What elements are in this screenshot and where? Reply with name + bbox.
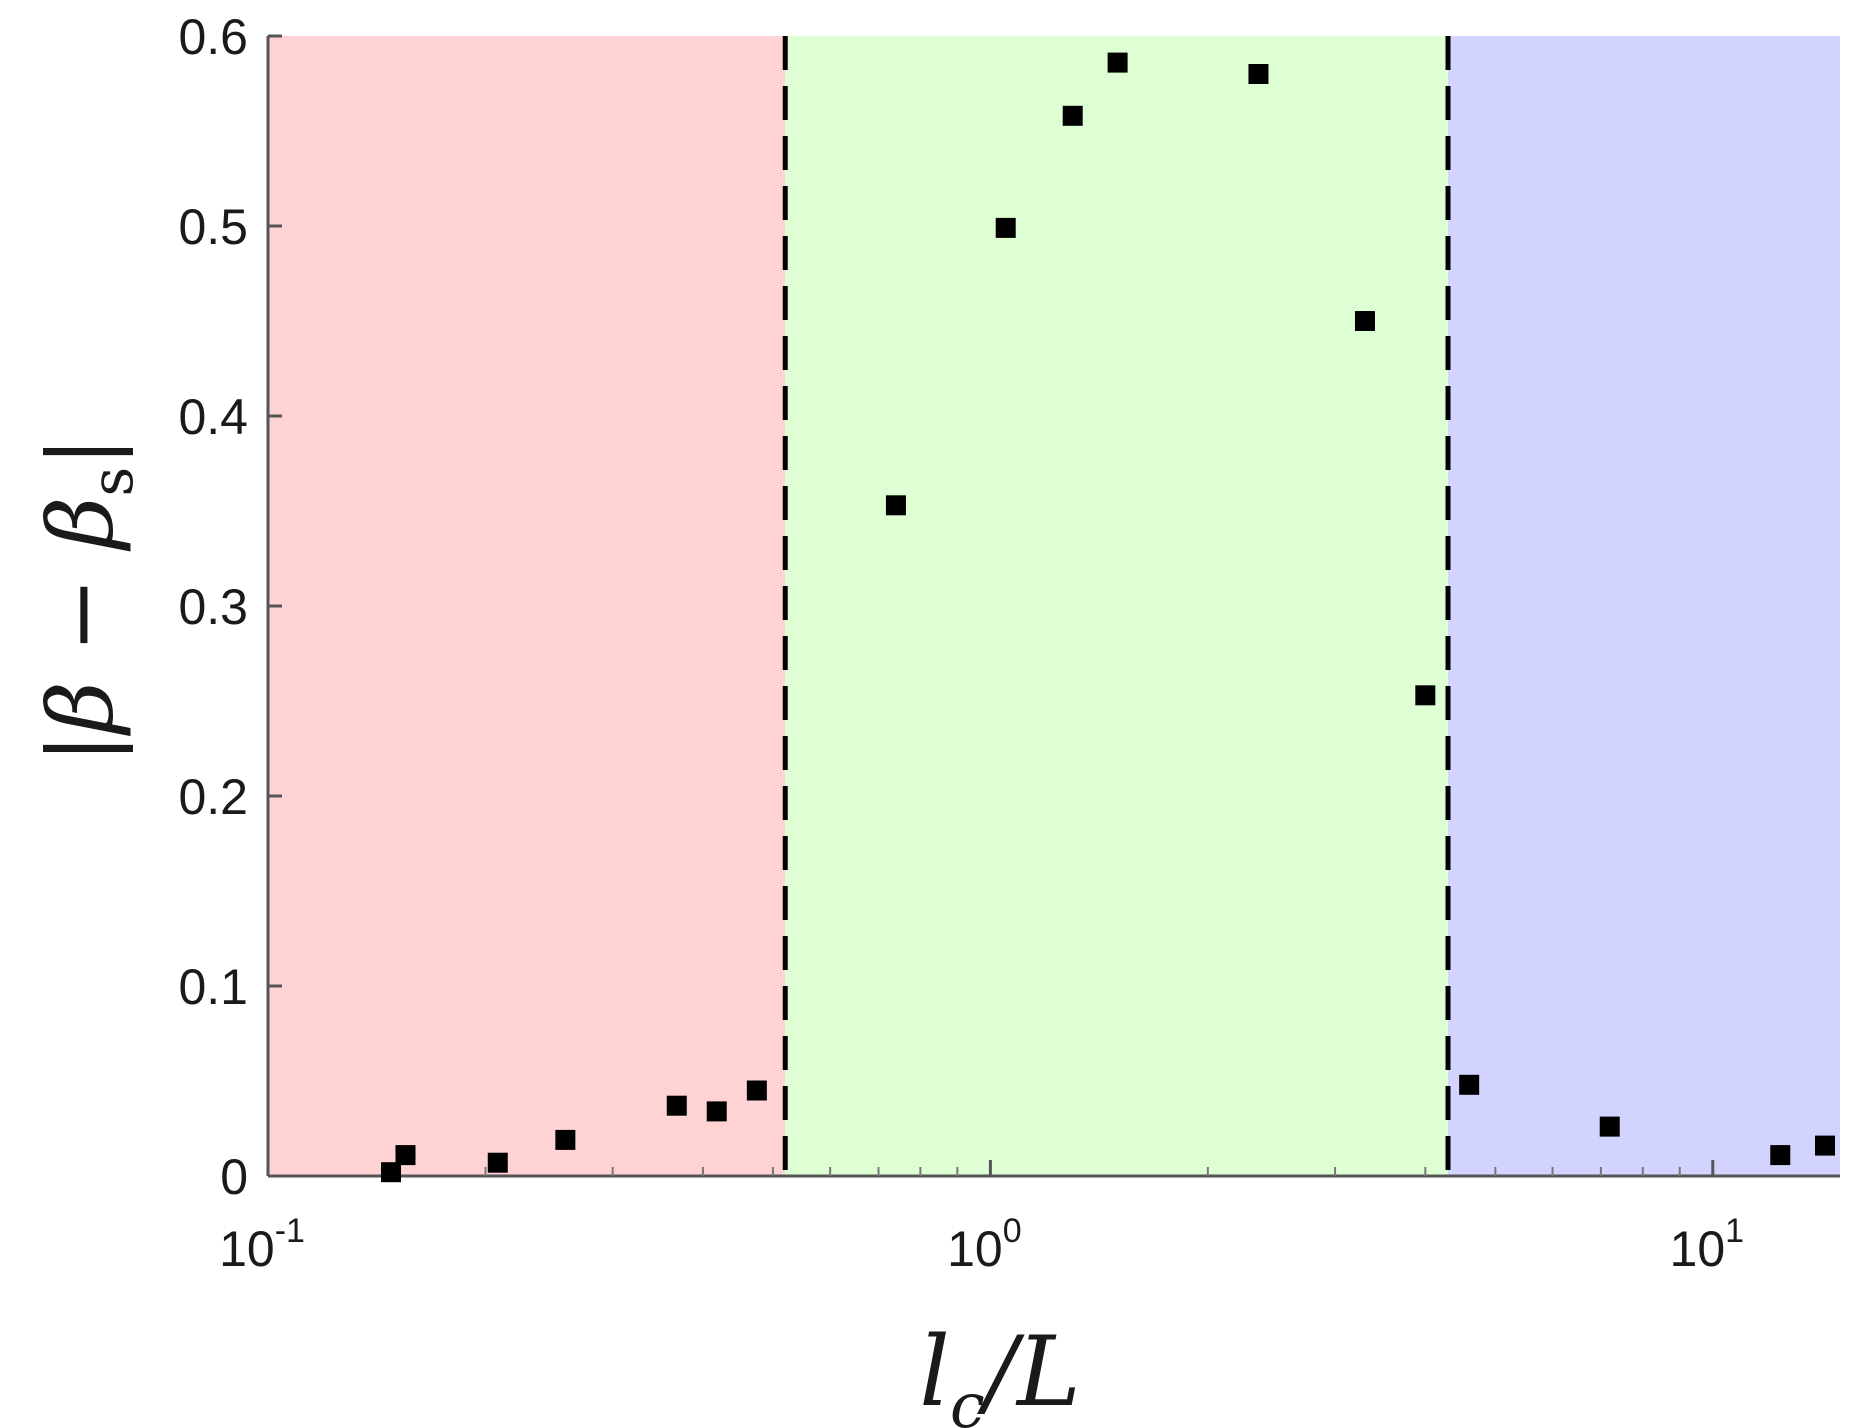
data-point bbox=[1354, 311, 1375, 331]
data-point bbox=[487, 1152, 508, 1173]
data-point bbox=[395, 1145, 416, 1166]
x-tick-label: 101 bbox=[1670, 1212, 1745, 1277]
shaded-regions bbox=[268, 36, 1840, 1176]
region-0 bbox=[268, 36, 786, 1176]
data-point bbox=[706, 1101, 727, 1122]
data-point bbox=[1815, 1135, 1836, 1156]
data-point bbox=[555, 1129, 576, 1150]
y-tick-label: 0.2 bbox=[178, 769, 248, 825]
regime-boundaries bbox=[782, 36, 1451, 1176]
data-points bbox=[380, 52, 1836, 1183]
x-tick-labels: 10-1 100 101 bbox=[219, 1212, 1744, 1277]
data-point bbox=[1062, 105, 1083, 126]
x-tick-label: 100 bbox=[947, 1212, 1022, 1277]
y-tick-labels: 0 0.1 0.2 0.3 0.4 0.5 0.6 bbox=[178, 9, 248, 1205]
data-point bbox=[1599, 1116, 1620, 1137]
x-axis-title: lc/L bbox=[919, 1316, 1081, 1428]
region-2 bbox=[1448, 36, 1840, 1176]
region-1 bbox=[785, 36, 1449, 1176]
data-point bbox=[1415, 685, 1436, 706]
data-point bbox=[1248, 64, 1269, 84]
data-point bbox=[746, 1080, 767, 1101]
y-axis-title: |β − βs| bbox=[29, 436, 146, 763]
data-point bbox=[1459, 1074, 1480, 1095]
y-tick-label: 0.4 bbox=[178, 389, 248, 445]
x-tick-label: 10-1 bbox=[219, 1212, 305, 1277]
data-point bbox=[1770, 1145, 1791, 1166]
y-tick-label: 0.6 bbox=[178, 9, 248, 65]
y-tick-label: 0.1 bbox=[178, 959, 248, 1015]
data-point bbox=[666, 1095, 687, 1116]
data-point bbox=[380, 1162, 401, 1183]
data-point bbox=[885, 495, 906, 516]
data-point bbox=[1107, 52, 1128, 73]
data-point bbox=[995, 217, 1016, 238]
y-tick-label: 0.3 bbox=[178, 579, 248, 635]
y-tick-label: 0 bbox=[220, 1149, 248, 1205]
axes bbox=[266, 34, 1840, 1178]
y-tick-label: 0.5 bbox=[178, 199, 248, 255]
